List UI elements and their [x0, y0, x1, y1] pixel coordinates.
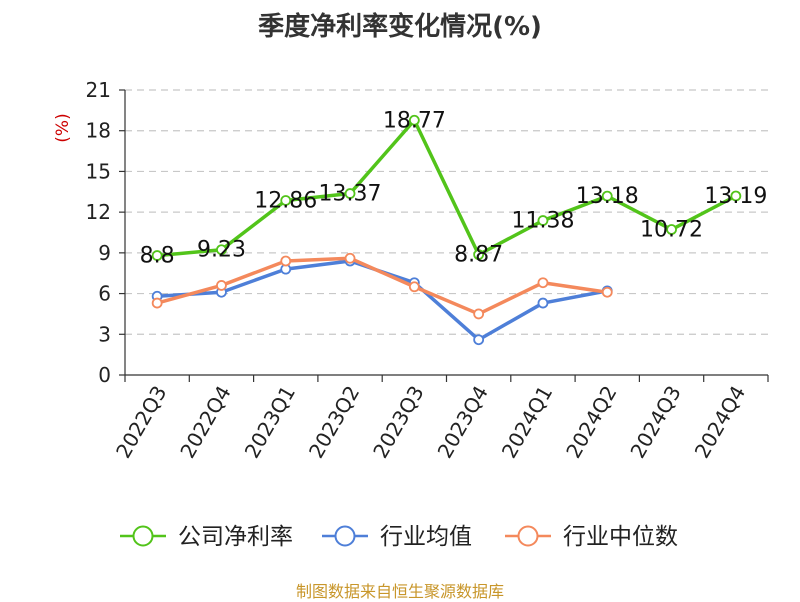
- data-point: [408, 114, 420, 126]
- data-label: 12.86: [254, 188, 317, 213]
- data-point: [473, 249, 485, 261]
- data-label: 13.37: [319, 182, 382, 207]
- y-tick-label: 21: [86, 78, 111, 102]
- data-label: 8.87: [454, 243, 503, 268]
- data-point: [151, 297, 163, 309]
- y-tick-label: 15: [86, 159, 111, 183]
- x-tick-label: 2024Q4: [690, 382, 750, 463]
- x-tick-label: 2023Q1: [240, 382, 300, 463]
- y-tick-label: 3: [98, 322, 111, 346]
- x-tick-label: 2024Q1: [497, 382, 557, 463]
- legend-swatch-marker: [517, 525, 539, 547]
- legend-label: 行业中位数: [563, 524, 678, 550]
- data-labels: 8.8 9.23 12.86 13.37 18.77 8.87 11.3813.1810.7…: [140, 108, 768, 268]
- y-tick-label: 9: [98, 241, 111, 265]
- data-point: [601, 190, 613, 202]
- data-point: [537, 277, 549, 289]
- data-point: [537, 297, 549, 309]
- legend-swatch-marker: [334, 525, 356, 547]
- data-label: 9.23: [197, 238, 246, 263]
- series: [151, 114, 742, 346]
- y-tick-label: 0: [98, 363, 111, 387]
- x-tick-label: 2023Q3: [368, 382, 428, 463]
- data-point: [216, 244, 227, 256]
- data-label: 8.8: [140, 244, 175, 269]
- chart-title: 季度净利率变化情况(%): [258, 12, 542, 42]
- legend: 公司净利率 行业均值 行业中位数: [120, 524, 678, 550]
- x-tick-label: 2023Q4: [433, 382, 493, 463]
- data-point: [666, 224, 677, 235]
- x-tick-label: 2024Q2: [561, 382, 621, 463]
- y-axis-title: (%): [53, 113, 73, 142]
- data-point: [280, 255, 292, 267]
- data-point: [473, 308, 485, 320]
- data-point: [151, 250, 163, 261]
- data-label: 13.19: [704, 184, 767, 209]
- series-line: [156, 256, 608, 316]
- x-tick-label: 2022Q4: [175, 382, 235, 463]
- x-tick-label: 2022Q3: [111, 382, 171, 463]
- legend-label: 行业均值: [380, 524, 472, 550]
- legend-label: 公司净利率: [178, 524, 293, 550]
- x-tick-label: 2023Q2: [304, 382, 364, 463]
- data-label: 18.77: [383, 108, 446, 133]
- source-note: 制图数据来自恒生聚源数据库: [295, 582, 504, 601]
- data-point: [344, 252, 356, 264]
- y-tick-label: 12: [86, 200, 111, 224]
- x-tick-label: 2024Q3: [625, 382, 685, 463]
- legend-swatch-marker: [132, 525, 154, 547]
- data-point: [601, 286, 613, 298]
- data-point: [473, 334, 485, 346]
- y-tick-label: 6: [98, 282, 111, 306]
- data-point: [344, 188, 356, 199]
- series-line: [156, 118, 737, 258]
- data-point: [730, 190, 742, 202]
- gridlines: [125, 89, 768, 335]
- data-label: 11.38: [511, 209, 574, 234]
- data-label: 13.18: [576, 184, 639, 209]
- y-tick-label: 18: [86, 119, 111, 143]
- data-point: [216, 280, 227, 291]
- data-point: [280, 195, 292, 206]
- data-point: [537, 215, 549, 226]
- data-label: 10.72: [640, 218, 703, 243]
- data-point: [408, 281, 420, 293]
